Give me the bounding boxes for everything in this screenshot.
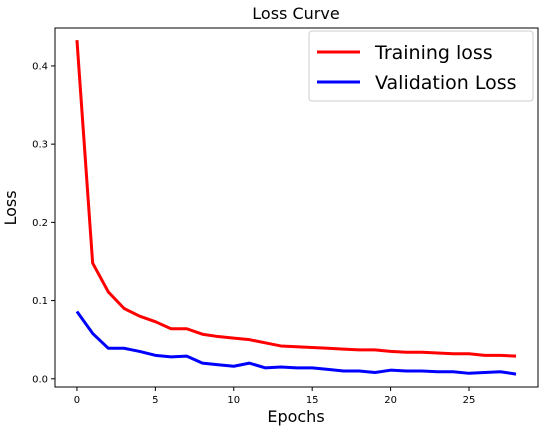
validation-loss-line <box>75 310 517 376</box>
x-tick-label: 5 <box>152 395 158 406</box>
plot-area-frame <box>54 27 539 388</box>
y-axis-ticks: 0.0 0.1 0.2 0.3 0.4 <box>32 61 55 385</box>
legend: Training loss Validation Loss <box>308 30 534 102</box>
validation-loss-legend-label: Validation Loss <box>375 72 517 94</box>
y-tick-label: 0.4 <box>32 61 48 72</box>
chart-title: Loss Curve <box>252 4 339 23</box>
x-tick-label: 25 <box>463 395 476 406</box>
y-tick-label: 0.2 <box>32 218 48 229</box>
training-loss-legend-label: Training loss <box>374 42 493 64</box>
x-axis-ticks: 0 5 10 15 20 25 <box>74 387 476 406</box>
x-tick-label: 0 <box>74 395 80 406</box>
legend-box <box>308 30 534 102</box>
training-loss-line <box>75 40 517 358</box>
y-tick-label: 0.1 <box>32 296 48 307</box>
series-lines <box>75 40 517 376</box>
x-tick-label: 10 <box>227 395 240 406</box>
x-tick-label: 20 <box>384 395 397 406</box>
x-axis-label: Epochs <box>267 407 324 426</box>
x-tick-label: 15 <box>306 395 319 406</box>
y-tick-label: 0.3 <box>32 140 48 151</box>
y-axis-label: Loss <box>1 190 20 225</box>
y-tick-label: 0.0 <box>32 374 48 385</box>
